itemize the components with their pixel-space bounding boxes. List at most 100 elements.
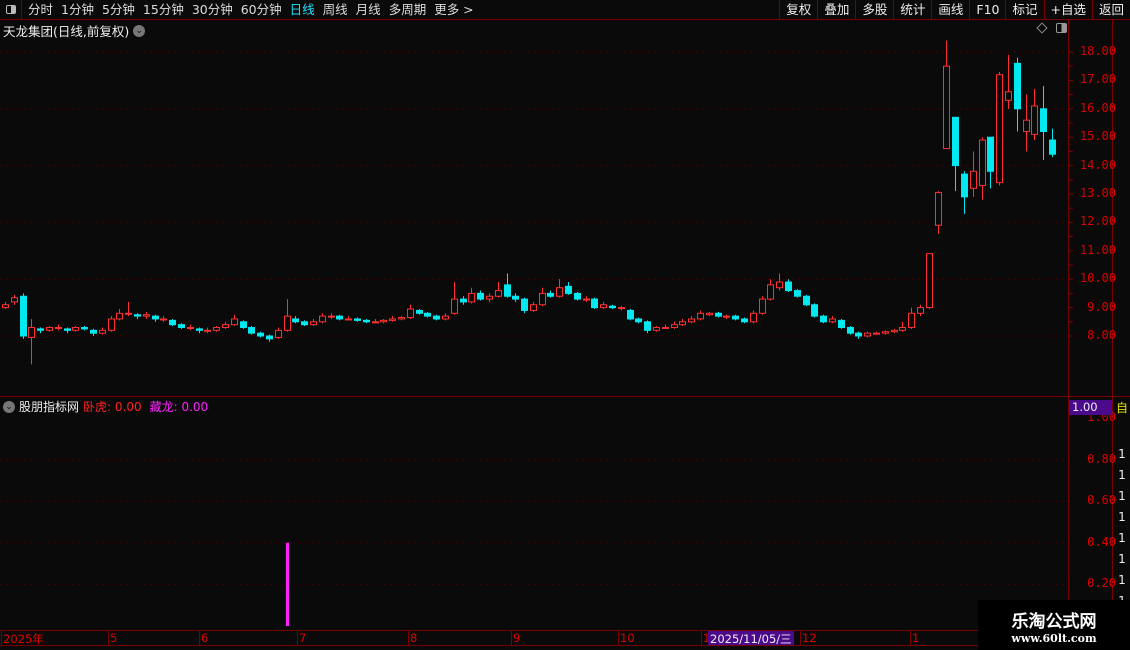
date-tick-label: 8 [410, 631, 418, 645]
candle [864, 331, 871, 338]
candle-body [108, 318, 115, 331]
candle [416, 309, 423, 315]
candle-body [2, 304, 9, 309]
candle-body [697, 312, 704, 320]
candle [433, 314, 440, 321]
indicator-name[interactable]: 股朋指标网 [19, 400, 80, 414]
strip-digit: 1 [1118, 510, 1126, 524]
candle-body [187, 326, 194, 329]
candle-body [284, 315, 291, 331]
candle-body [574, 292, 581, 300]
candle-body [917, 307, 924, 314]
candle-body [644, 321, 651, 331]
candle [55, 324, 62, 331]
period-tab-2[interactable]: 5分钟 [101, 1, 135, 17]
date-tick-label: 1 [912, 631, 920, 645]
candle [767, 279, 774, 301]
candle [820, 314, 827, 324]
candle [653, 326, 660, 332]
toolbar-button-2[interactable]: 多股 [855, 0, 893, 20]
candle [1014, 57, 1021, 132]
candle [917, 304, 924, 317]
date-tick-label: 9 [513, 631, 521, 645]
candle-body [662, 326, 669, 329]
indicator-bar [286, 542, 289, 626]
period-tab-9[interactable]: 多周期 [388, 1, 427, 17]
candle-body [196, 328, 203, 331]
indicator-value-canglong: 藏龙: 0.00 [149, 400, 209, 414]
candle-body [829, 318, 836, 323]
candle [398, 316, 405, 321]
date-tick [618, 630, 619, 645]
candle-body [213, 326, 220, 331]
candle-body [970, 170, 977, 189]
strip-digit: 1 [1118, 468, 1126, 482]
candle-body [477, 292, 484, 300]
candle-body [504, 284, 511, 297]
candle [143, 311, 150, 319]
period-tab-0[interactable]: 分时 [28, 1, 54, 17]
candle [565, 282, 572, 295]
strip-badge: 自 [1115, 401, 1128, 415]
candle-body [855, 332, 862, 337]
candle-body [583, 298, 590, 301]
date-tick [297, 630, 298, 645]
candle-body [882, 331, 889, 334]
candle [28, 318, 35, 365]
period-tab-10[interactable]: 更多 > [434, 1, 474, 17]
candle [20, 293, 27, 339]
candle [635, 317, 642, 324]
toolbar-button-1[interactable]: 叠加 [817, 0, 855, 20]
crosshair-date: 2025/11/05/三 [708, 631, 794, 646]
toolbar-button-6[interactable]: 标记 [1005, 0, 1043, 20]
period-tab-8[interactable]: 月线 [355, 1, 381, 17]
candle [574, 291, 581, 301]
candle-body [495, 290, 502, 297]
candle [556, 279, 563, 298]
candle [855, 331, 862, 339]
date-tick [1, 630, 2, 645]
period-tab-6[interactable]: 日线 [289, 1, 315, 17]
period-tab-1[interactable]: 1分钟 [61, 1, 94, 17]
toolbar-button-5[interactable]: F10 [969, 0, 1005, 20]
price-tick-label: 15.00 [1079, 129, 1116, 144]
toolbar-button-8[interactable]: 返回 [1091, 0, 1130, 20]
candle-body [99, 329, 106, 334]
candle [776, 273, 783, 291]
toolbar-button-4[interactable]: 画线 [931, 0, 969, 20]
candle-body [961, 173, 968, 198]
period-tab-5[interactable]: 60分钟 [240, 1, 282, 17]
watermark: 乐淘公式网 www.60lt.com [978, 600, 1130, 650]
candle [679, 318, 686, 327]
candle [99, 327, 106, 335]
period-tab-4[interactable]: 30分钟 [191, 1, 233, 17]
chevron-down-icon[interactable]: ⌄ [3, 400, 15, 413]
candle [213, 326, 220, 332]
toolbar-button-3[interactable]: 统计 [893, 0, 931, 20]
period-tab-7[interactable]: 周线 [322, 1, 348, 17]
candle [504, 273, 511, 298]
candle-body [794, 290, 801, 297]
candle [591, 297, 598, 310]
candle [72, 326, 79, 332]
panel-toggle-icon[interactable] [0, 0, 22, 20]
chevron-down-icon[interactable]: ⌄ [133, 24, 146, 37]
candle [530, 301, 537, 312]
candle [794, 289, 801, 298]
candle [248, 326, 255, 335]
candle-body [160, 318, 167, 321]
candle-body [460, 298, 467, 303]
candle-body [952, 116, 959, 167]
candle [116, 309, 123, 321]
period-toolbar: 分时 1分钟 5分钟 15分钟 30分钟 60分钟 日线 周线 月线 多周期 更多 > 复权 叠加 多股… [0, 0, 1130, 20]
candle [486, 293, 493, 302]
toolbar-button-0[interactable]: 复权 [779, 0, 817, 20]
candle-body [688, 318, 695, 323]
toolbar-button-7[interactable]: +自选 [1043, 0, 1092, 20]
panel-toggle-icon[interactable] [1056, 23, 1067, 33]
period-tab-3[interactable]: 15分钟 [142, 1, 184, 17]
candle-body [204, 329, 211, 332]
date-tick-label: 12 [802, 631, 817, 645]
candle-body [759, 298, 766, 314]
